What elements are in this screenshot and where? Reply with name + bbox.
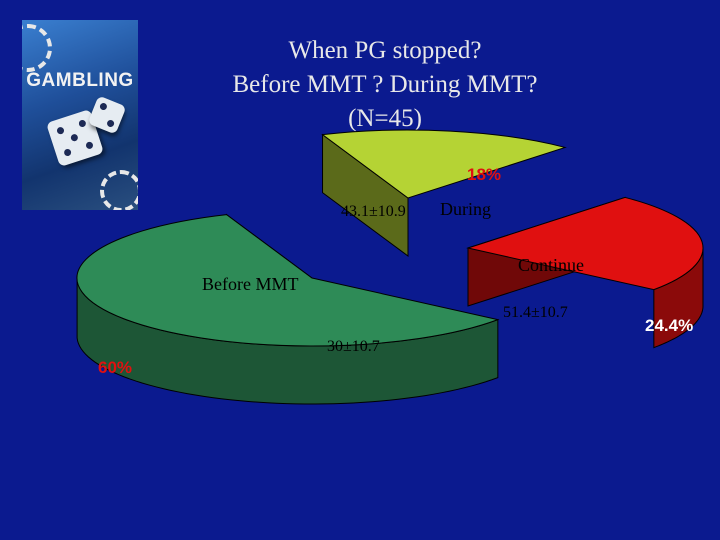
poker-chip-icon: [22, 24, 52, 72]
slice-during: [321, 129, 567, 257]
book-cover-brand: GAMBLING: [26, 70, 134, 91]
title-line-2: Before MMT ? During MMT?: [232, 71, 538, 98]
continue-percent-label: 24.4%: [645, 316, 694, 335]
during-percent-label: 18%: [467, 165, 502, 184]
slice-continue-top: [466, 196, 704, 291]
slice-before-mmt-top: [76, 214, 500, 347]
poker-chip-icon: [100, 170, 138, 210]
before-slice-label: Before MMT: [202, 274, 299, 294]
during-slice-label: During: [440, 199, 491, 219]
continue-age-label: 51.4±10.7: [503, 304, 568, 321]
chart-title: When PG stopped? Before MMT ? During MMT…: [160, 34, 610, 136]
title-line-1: When PG stopped?: [288, 37, 482, 64]
continue-slice-label: Continue: [518, 255, 584, 275]
during-age-label: 43.1±10.9: [341, 203, 406, 220]
before-percent-label: 60%: [98, 358, 133, 377]
slice-before-mmt: [76, 213, 500, 405]
book-cover-image: GAMBLING: [22, 20, 138, 210]
before-age-label: 30±10.7: [327, 338, 380, 355]
slice-continue: [466, 196, 704, 349]
slice-during-top: [321, 129, 567, 199]
title-line-3: (N=45): [348, 105, 422, 132]
